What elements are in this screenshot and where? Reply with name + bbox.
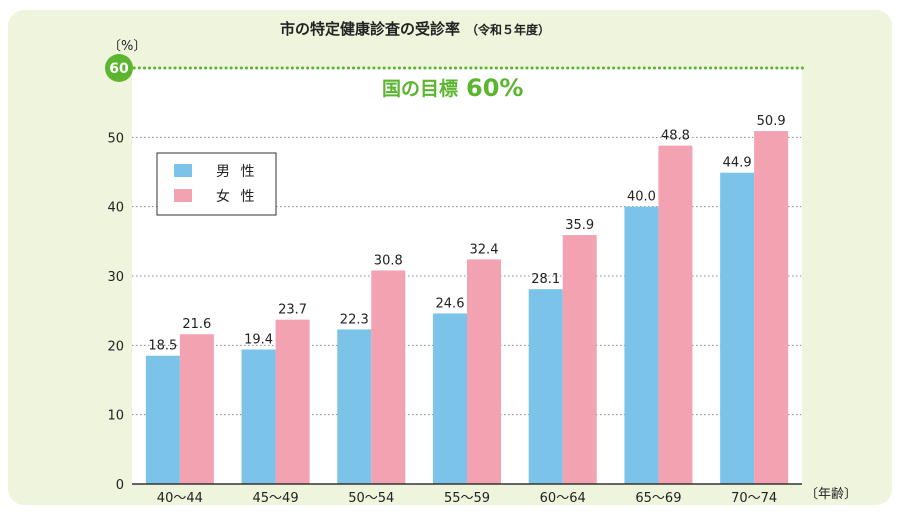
legend-swatch-male [174,164,192,177]
y-axis-label: 〔%〕 [108,39,146,54]
bar-female [275,319,310,484]
y-tick-label: 10 [107,409,124,424]
target-label: 国の目標 [382,77,458,100]
data-label: 21.6 [182,317,211,332]
bar-female [754,131,789,485]
target-value: 60% [466,74,523,102]
x-tick-label: 40～44 [157,491,203,506]
x-tick-label: 45～49 [253,491,299,506]
x-axis-label: 〔年齢〕 [805,487,857,502]
legend-label-male: 男 性 [216,164,257,180]
data-label: 35.9 [565,218,594,233]
bar-female [371,270,406,484]
x-tick-label: 65～69 [635,491,681,506]
y-tick-label: 50 [107,131,124,146]
x-tick-label: 55～59 [444,491,490,506]
x-tick-label: 70～74 [731,491,777,506]
bar-female [562,235,597,484]
data-label: 22.3 [340,312,369,327]
x-tick-label: 60～64 [540,491,586,506]
data-label: 30.8 [374,253,403,268]
data-label: 18.5 [148,339,177,354]
data-label: 24.6 [436,296,465,311]
data-label: 48.8 [661,129,690,144]
x-tick-label: 50～54 [348,491,394,506]
y-tick-label: 0 [116,478,124,493]
y-tick-label: 30 [107,270,124,285]
target-badge [105,54,133,82]
data-label: 40.0 [627,190,656,205]
bar-female [658,145,693,485]
legend-label-female: 女 性 [216,188,257,205]
bar-male [337,329,372,484]
data-label: 32.4 [470,242,499,257]
bar-male [720,172,755,484]
bar-male [624,206,659,484]
y-tick-label: 40 [107,201,124,216]
y-tick-label: 20 [107,339,124,354]
bar-female [467,259,501,484]
bar-male [433,313,467,484]
legend-swatch-female [174,189,192,202]
bar-male [241,349,276,484]
target-badge-label: 60 [109,61,129,77]
chart-title: 市の特定健康診査の受診率 [280,20,460,38]
bar-female [179,334,214,484]
chart-subtitle: （令和５年度） [466,22,550,37]
legend-box [156,152,277,216]
bar-male [528,289,563,484]
data-label: 19.4 [244,332,273,347]
data-label: 50.9 [757,114,786,129]
bar-male [145,355,180,484]
data-label: 44.9 [723,156,752,171]
data-label: 23.7 [278,303,307,318]
data-label: 28.1 [531,272,560,287]
